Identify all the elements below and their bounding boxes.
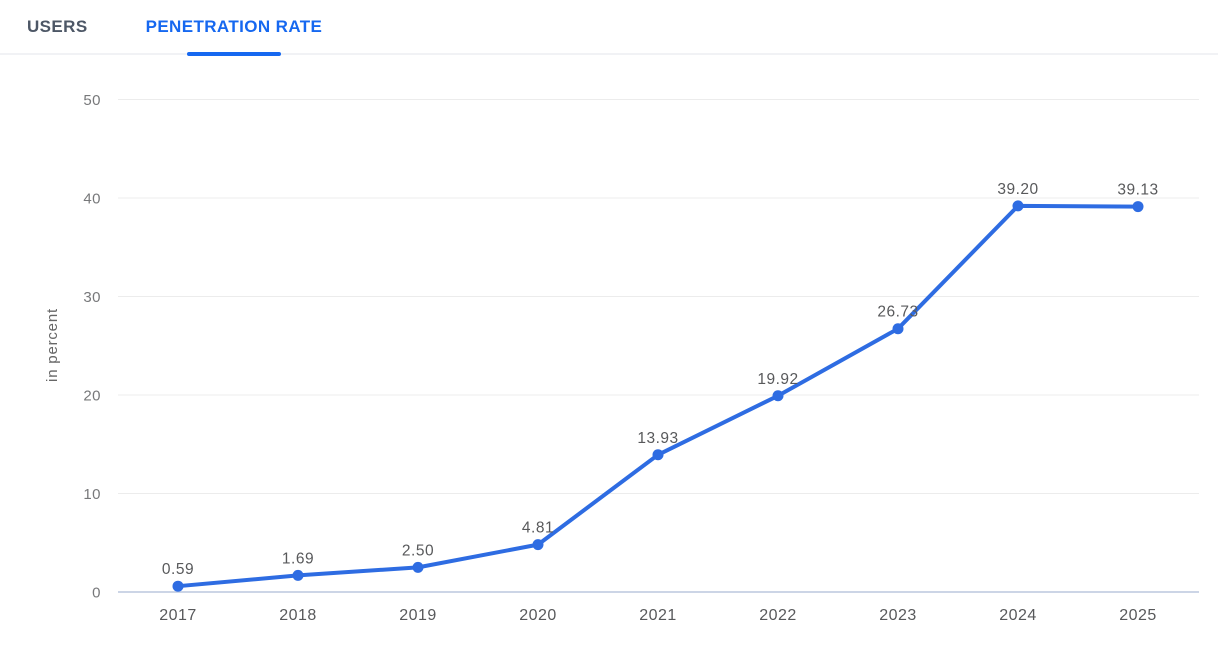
point-value-label: 2.50 [402, 542, 434, 559]
point-value-label: 19.92 [757, 371, 798, 388]
data-point[interactable] [412, 561, 424, 573]
point-value-label: 4.81 [522, 520, 554, 537]
active-tab-underline [186, 52, 281, 56]
point-value-label: 0.59 [162, 561, 194, 578]
data-point[interactable] [892, 323, 904, 335]
point-value-label: 1.69 [282, 550, 314, 567]
tab-penetration-rate[interactable]: PENETRATION RATE [145, 0, 323, 56]
x-tick-label: 2018 [279, 607, 317, 624]
y-tick-label: 30 [83, 289, 101, 306]
data-point[interactable] [172, 580, 184, 592]
y-tick-label: 10 [83, 486, 101, 503]
y-tick-label: 0 [92, 585, 101, 602]
x-tick-label: 2020 [519, 607, 557, 624]
point-value-label: 26.73 [877, 304, 918, 321]
point-value-label: 39.13 [1117, 182, 1158, 199]
y-tick-label: 40 [83, 191, 101, 208]
point-value-label: 39.20 [997, 181, 1038, 198]
tab-users-label: USERS [27, 16, 88, 36]
x-tick-label: 2019 [399, 607, 437, 624]
data-point[interactable] [652, 449, 664, 461]
y-tick-label: 50 [83, 92, 101, 109]
line-series [176, 203, 1140, 589]
chart-tab-bar: USERS PENETRATION RATE [0, 0, 1218, 56]
data-point[interactable] [1012, 200, 1024, 212]
x-tick-label: 2021 [639, 607, 677, 624]
data-point[interactable] [292, 569, 304, 581]
tab-users[interactable]: USERS [27, 0, 88, 53]
tab-penetration-rate-label: PENETRATION RATE [145, 16, 323, 36]
data-point[interactable] [532, 539, 544, 551]
point-value-label: 13.93 [637, 430, 678, 447]
x-tick-label: 2025 [1119, 607, 1157, 624]
x-tick-label: 2017 [159, 607, 197, 624]
y-tick-label: 20 [83, 388, 101, 405]
data-point[interactable] [772, 390, 784, 402]
x-tick-label: 2024 [999, 607, 1037, 624]
x-tick-label: 2023 [879, 607, 917, 624]
data-point[interactable] [1132, 201, 1144, 213]
x-tick-label: 2022 [759, 607, 797, 624]
y-axis-title: in percent [44, 308, 61, 382]
